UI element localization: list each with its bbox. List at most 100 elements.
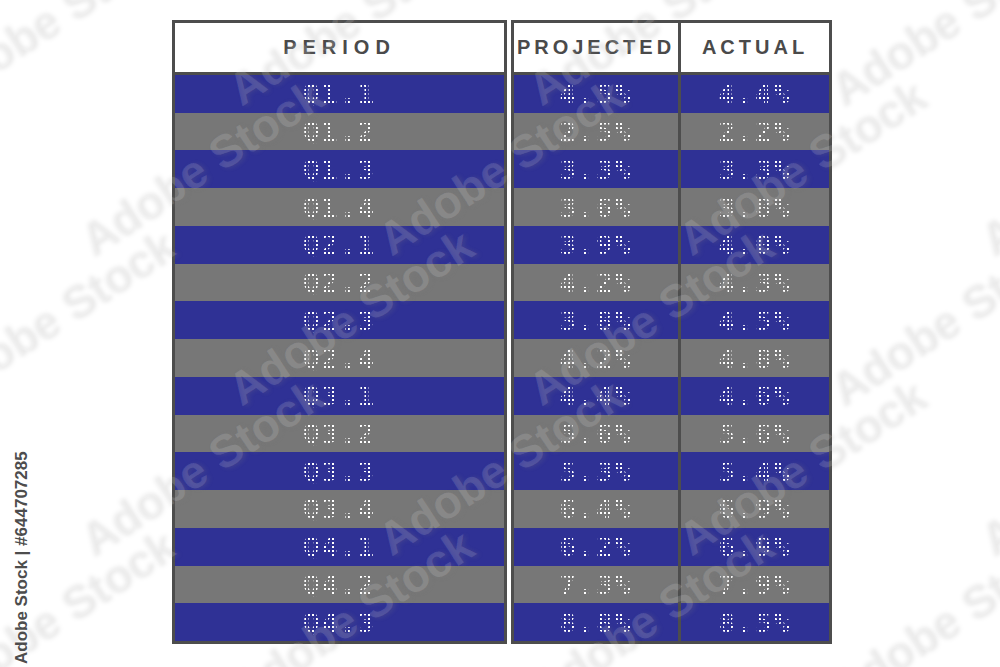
projected-value: 4.5%: [559, 80, 632, 107]
actual-value: 4.5%: [718, 307, 791, 334]
adobe-stock-watermark: Adobe Stock: [968, 368, 1000, 566]
adobe-stock-watermark: Adobe Stock: [0, 218, 183, 416]
values-header-row: PROJECTED ACTUAL: [514, 23, 829, 75]
table-row: 4.2%4.8%: [514, 339, 829, 377]
period-cell: Q2.1: [175, 226, 504, 264]
quarterly-table: PERIOD Q1.1Q1.2Q1.3Q1.4Q2.1Q2.2Q2.3Q2.4Q…: [172, 20, 832, 644]
projected-value: 3.8%: [559, 307, 632, 334]
projected-cell: 4.5%: [514, 75, 678, 113]
table-row: Q1.4: [175, 188, 504, 226]
actual-cell: 5.6%: [678, 415, 829, 453]
projected-cell: 6.2%: [514, 528, 678, 566]
projected-value: 4.2%: [559, 269, 632, 296]
period-cell: Q3.2: [175, 415, 504, 453]
actual-value: 2.2%: [718, 118, 791, 145]
period-value: Q2.1: [303, 231, 376, 258]
projected-cell: 3.9%: [514, 226, 678, 264]
table-row: 3.6% 3.8%: [514, 188, 829, 226]
period-value: Q2.4: [303, 345, 376, 372]
projected-cell: 7.3%: [514, 566, 678, 604]
period-cell: Q2.3: [175, 301, 504, 339]
period-value: Q4.1: [303, 533, 376, 560]
projected-cell: 3.8%: [514, 301, 678, 339]
projected-value: 4.4%: [559, 382, 632, 409]
actual-value: 4.6%: [718, 382, 791, 409]
adobe-stock-watermark: Adobe Stock: [818, 218, 1000, 416]
actual-value: 3.8%: [718, 194, 791, 221]
period-column-header: PERIOD: [175, 23, 504, 72]
projected-value: 5.3%: [559, 458, 632, 485]
period-cell: Q4.1: [175, 528, 504, 566]
period-cell: Q3.4: [175, 490, 504, 528]
table-row: 4.2%4.3%: [514, 264, 829, 302]
period-cell: Q4.3: [175, 603, 504, 641]
table-row: 5.3% 5.4%: [514, 452, 829, 490]
projected-cell: 4.2%: [514, 264, 678, 302]
projected-value: 2.5%: [559, 118, 632, 145]
actual-value: 3.3%: [718, 156, 791, 183]
period-cell: Q3.3: [175, 452, 504, 490]
period-cell: Q1.4: [175, 188, 504, 226]
period-value: Q3.2: [303, 420, 376, 447]
period-value: Q2.2: [303, 269, 376, 296]
projected-cell: 6.4%: [514, 490, 678, 528]
period-value: Q1.1: [303, 80, 376, 107]
projected-value: 8.8%: [559, 609, 632, 636]
period-rows: Q1.1 Q1.2 Q1.3 Q1.4 Q2.1 Q2.2 Q2.3 Q2.4 Q3.1 Q3.2…: [175, 75, 504, 641]
actual-cell: 4.5%: [678, 301, 829, 339]
table-row: Q2.3: [175, 301, 504, 339]
projected-value: 3.3%: [559, 156, 632, 183]
page: Adobe StockAdobe StockAdobe StockAdobe S…: [0, 0, 1000, 667]
actual-cell: 4.6%: [678, 377, 829, 415]
table-row: 4.5%4.4%: [514, 75, 829, 113]
table-row: 5.6% 5.6%: [514, 415, 829, 453]
actual-cell: 3.8%: [678, 188, 829, 226]
table-row: 6.2% 6.9%: [514, 528, 829, 566]
table-row: Q4.3: [175, 603, 504, 641]
period-panel: PERIOD Q1.1Q1.2Q1.3Q1.4Q2.1Q2.2Q2.3Q2.4Q…: [172, 20, 507, 644]
actual-column-header: ACTUAL: [678, 23, 829, 72]
table-row: Q1.2: [175, 113, 504, 151]
actual-cell: 2.2%: [678, 113, 829, 151]
table-row: 2.5% 2.2%: [514, 113, 829, 151]
period-header-row: PERIOD: [175, 23, 504, 75]
projected-column-header: PROJECTED: [514, 23, 678, 72]
period-value: Q1.4: [303, 194, 376, 221]
adobe-stock-watermark: Adobe Stock: [818, 518, 1000, 667]
actual-cell: 4.0%: [678, 226, 829, 264]
projected-value: 6.4%: [559, 495, 632, 522]
table-row: Q4.1: [175, 528, 504, 566]
table-row: 3.9% 4.0%: [514, 226, 829, 264]
table-row: Q2.2: [175, 264, 504, 302]
projected-value: 3.9%: [559, 231, 632, 258]
table-row: 3.3% 3.3%: [514, 150, 829, 188]
projected-value: 5.6%: [559, 420, 632, 447]
period-value: Q1.2: [303, 118, 376, 145]
table-row: Q3.4: [175, 490, 504, 528]
table-row: Q2.4: [175, 339, 504, 377]
projected-cell: 4.4%: [514, 377, 678, 415]
period-cell: Q1.3: [175, 150, 504, 188]
period-cell: Q1.1: [175, 75, 504, 113]
period-cell: Q4.2: [175, 566, 504, 604]
actual-cell: 5.4%: [678, 452, 829, 490]
actual-value: 6.9%: [718, 533, 791, 560]
table-row: 8.8% 8.5%: [514, 603, 829, 641]
adobe-stock-watermark: Adobe Stock: [968, 68, 1000, 266]
values-rows: 4.5%4.4%2.5%2.2%3.3%3.3%3.6%3.8%3.9%4.0%…: [514, 75, 829, 641]
period-value: Q3.4: [303, 495, 376, 522]
actual-value: 5.4%: [718, 458, 791, 485]
actual-cell: 6.9%: [678, 528, 829, 566]
period-cell: Q3.1: [175, 377, 504, 415]
table-row: Q3.1: [175, 377, 504, 415]
projected-value: 6.2%: [559, 533, 632, 560]
projected-value: 3.6%: [559, 194, 632, 221]
table-row: Q1.3: [175, 150, 504, 188]
actual-value: 8.5%: [718, 609, 791, 636]
period-value: Q2.3: [303, 307, 376, 334]
adobe-stock-watermark: Adobe Stock: [0, 0, 183, 116]
period-value: Q3.3: [303, 458, 376, 485]
table-row: 4.4% 4.6%: [514, 377, 829, 415]
table-row: Q3.2: [175, 415, 504, 453]
table-row: Q2.1: [175, 226, 504, 264]
